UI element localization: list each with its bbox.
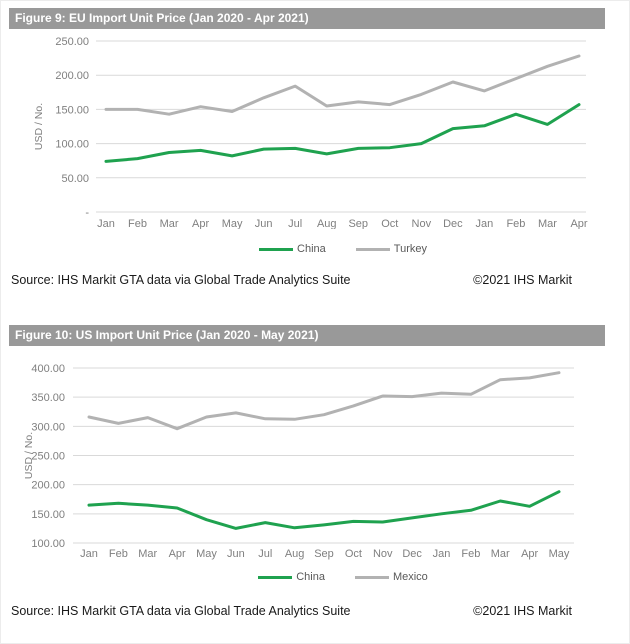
x-tick-label: Apr: [521, 548, 538, 560]
china-series-line: [104, 103, 581, 163]
china-legend-label: China: [296, 571, 325, 583]
legend-item-china: China: [259, 243, 326, 255]
x-tick-label: Feb: [461, 548, 480, 560]
china-line-swatch: [259, 247, 294, 251]
figure9-legend: China Turkey: [29, 239, 629, 259]
figure9-title: Figure 9: EU Import Unit Price (Jan 2020…: [15, 11, 309, 25]
x-tick-label: Mar: [160, 218, 179, 229]
source-text: Source: IHS Markit GTA data via Global T…: [11, 273, 351, 287]
legend-item-china: China: [258, 571, 325, 583]
x-tick-label: Feb: [109, 548, 128, 560]
x-tick-label: Apr: [169, 548, 186, 560]
turkey-legend-label: Turkey: [393, 243, 427, 255]
x-tick-label: Jul: [258, 548, 272, 560]
y-tick-label: 200.00: [31, 480, 65, 492]
x-tick-label: Jan: [97, 218, 115, 229]
x-tick-label: Dec: [402, 548, 422, 560]
x-tick-label: Apr: [192, 218, 209, 229]
x-tick-label: Nov: [412, 218, 432, 229]
china-legend-label: China: [297, 243, 326, 255]
x-tick-label: Jun: [227, 548, 245, 560]
legend-item-mexico: Mexico: [354, 571, 428, 583]
x-tick-label: Mar: [491, 548, 510, 560]
figure10-title: Figure 10: US Import Unit Price (Jan 202…: [15, 328, 319, 342]
y-tick-label: 350.00: [31, 392, 65, 404]
figure10-legend: China Mexico: [29, 567, 629, 587]
y-axis-title: USD / No.: [33, 103, 45, 150]
figure9-source-row: Source: IHS Markit GTA data via Global T…: [1, 271, 629, 289]
x-tick-label: May: [222, 218, 243, 229]
x-tick-label: Oct: [345, 548, 362, 560]
y-tick-label: -: [85, 207, 89, 219]
mexico-series-line: [87, 371, 561, 431]
x-tick-label: Jul: [288, 218, 302, 229]
figure10-line-chart: 400.00 350.00 300.00 250.00 200.00 150.00 100.…: [23, 363, 574, 560]
y-tick-label: 150.00: [31, 509, 65, 521]
x-tick-label: Jan: [433, 548, 451, 560]
y-tick-label: 100.00: [55, 139, 89, 151]
source-text: Source: IHS Markit GTA data via Global T…: [11, 604, 351, 618]
y-tick-label: 200.00: [55, 70, 89, 82]
y-axis-title: USD / No.: [23, 432, 35, 479]
x-tick-label: Sep: [314, 548, 334, 560]
figure10-source-row: Source: IHS Markit GTA data via Global T…: [1, 602, 629, 620]
y-tick-label: 400.00: [31, 363, 65, 375]
x-tick-label: Nov: [373, 548, 393, 560]
x-tick-label: Sep: [348, 218, 368, 229]
mexico-legend-label: Mexico: [392, 571, 428, 583]
x-tick-label: Aug: [285, 548, 305, 560]
turkey-line-swatch: [355, 247, 390, 251]
x-tick-label: Mar: [538, 218, 557, 229]
y-tick-label: 50.00: [61, 173, 89, 185]
x-tick-label: Jun: [255, 218, 273, 229]
x-tick-label: May: [549, 548, 570, 560]
x-tick-label: Dec: [443, 218, 463, 229]
x-tick-label: Mar: [138, 548, 157, 560]
turkey-series-line: [104, 54, 581, 116]
mexico-line-swatch: [354, 575, 389, 579]
y-tick-label: 250.00: [55, 36, 89, 48]
x-tick-label: Feb: [506, 218, 525, 229]
x-tick-label: May: [196, 548, 217, 560]
copyright-text: ©2021 IHS Markit: [473, 273, 572, 287]
y-tick-label: 250.00: [31, 451, 65, 463]
x-tick-label: Apr: [570, 218, 587, 229]
china-series-line: [87, 490, 561, 530]
x-tick-label: Jan: [80, 548, 98, 560]
x-tick-label: Feb: [128, 218, 147, 229]
copyright-text: ©2021 IHS Markit: [473, 604, 572, 618]
x-tick-label: Jan: [476, 218, 494, 229]
y-tick-label: 300.00: [31, 421, 65, 433]
y-tick-label: 100.00: [31, 538, 65, 550]
legend-item-turkey: Turkey: [355, 243, 427, 255]
x-tick-label: Aug: [317, 218, 337, 229]
figure10-title-bar: Figure 10: US Import Unit Price (Jan 202…: [9, 325, 605, 346]
china-line-swatch: [258, 575, 293, 579]
figure9-title-bar: Figure 9: EU Import Unit Price (Jan 2020…: [9, 8, 605, 29]
x-tick-label: Oct: [381, 218, 398, 229]
y-tick-label: 150.00: [55, 104, 89, 116]
